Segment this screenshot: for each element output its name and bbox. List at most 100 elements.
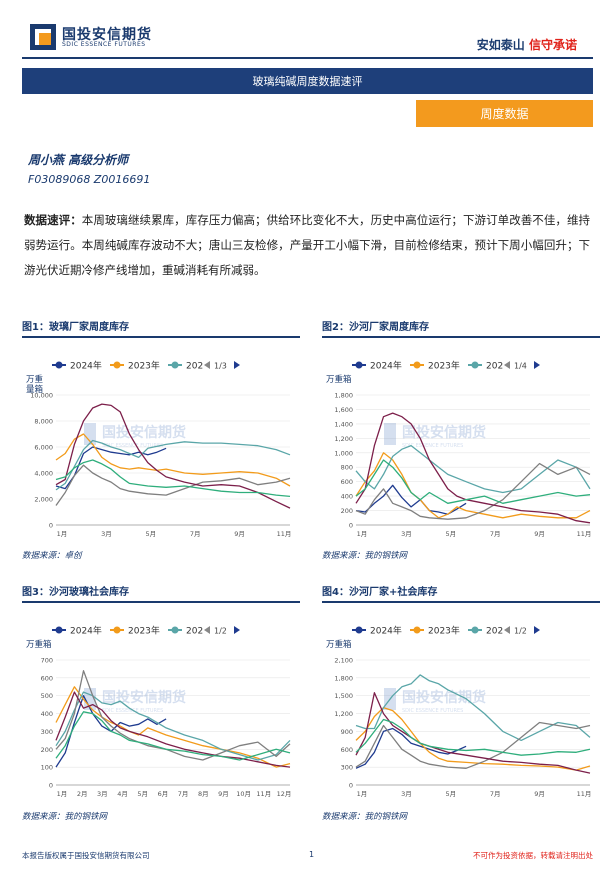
legend-label-1[interactable]: 2023年 bbox=[128, 360, 160, 372]
legend-label-2[interactable]: 202 bbox=[186, 627, 203, 637]
series-line-3 bbox=[355, 721, 591, 769]
legend-label-2[interactable]: 202 bbox=[186, 362, 203, 372]
series-line-4 bbox=[355, 692, 591, 774]
y-tick-label: 0 bbox=[49, 522, 53, 530]
y-tick-label: 4,000 bbox=[34, 470, 53, 478]
unit-label: 万重 bbox=[26, 374, 44, 385]
series-line-5 bbox=[355, 718, 591, 756]
x-tick-label: 11月 bbox=[277, 530, 292, 538]
watermark: 国投安信期货 SDIC ESSENCE FUTURES bbox=[84, 423, 186, 449]
x-tick-label: 9月 bbox=[234, 530, 245, 538]
figure-2-rule bbox=[322, 336, 600, 338]
y-tick-label: 8,000 bbox=[34, 418, 53, 426]
slogan-part-b: 信守承诺 bbox=[528, 38, 577, 52]
x-tick-label: 5月 bbox=[445, 530, 456, 538]
legend-pager-text: 1/2 bbox=[214, 627, 227, 636]
y-tick-label: 1,400 bbox=[334, 420, 353, 428]
x-tick-label: 7月 bbox=[490, 530, 501, 538]
y-tick-label: 1,600 bbox=[334, 406, 353, 414]
figure-2-chart: 2024年 2023年 202 1/4 万重箱 1,800 1,600 1,400 1,200 1… bbox=[326, 360, 591, 539]
legend-marker-2 bbox=[471, 626, 479, 634]
legend-pager-text: 1/3 bbox=[214, 362, 227, 371]
company-logo-mark bbox=[30, 24, 56, 50]
x-tick-label: 8月 bbox=[198, 790, 209, 798]
x-tick-label: 3月 bbox=[401, 530, 412, 538]
watermark-text: 国投安信期货 bbox=[402, 424, 486, 441]
report-tag: 周度数据 bbox=[416, 100, 593, 127]
series-line-1 bbox=[355, 452, 591, 519]
figure-1-title: 图1：玻璃厂家周度库存 bbox=[22, 322, 129, 333]
legend-label-0[interactable]: 2024年 bbox=[70, 625, 102, 637]
header-rule bbox=[22, 57, 593, 59]
legend-label-1[interactable]: 2023年 bbox=[428, 625, 460, 637]
figure-4-title: 图4：沙河厂家+社会库存 bbox=[322, 587, 438, 598]
unit-label: 万重箱 bbox=[326, 374, 352, 385]
series-line-4 bbox=[55, 403, 291, 509]
x-tick-label: 10月 bbox=[236, 790, 251, 798]
summary-label: 数据速评： bbox=[24, 213, 82, 227]
y-tick-label: 0 bbox=[349, 782, 353, 790]
legend-label-1[interactable]: 2023年 bbox=[128, 625, 160, 637]
figure-1-source: 数据来源：卓创 bbox=[22, 551, 82, 561]
legend-label-2[interactable]: 202 bbox=[486, 362, 503, 372]
logo-icon bbox=[30, 24, 56, 50]
legend-prev-icon[interactable] bbox=[504, 361, 510, 369]
legend-marker-0 bbox=[355, 626, 363, 634]
series-line-2 bbox=[355, 674, 591, 742]
watermark-text-en: SDIC ESSENCE FUTURES bbox=[402, 708, 463, 714]
unit-label: 万重箱 bbox=[326, 639, 352, 650]
legend-marker-1 bbox=[113, 361, 121, 369]
y-tick-label: 500 bbox=[41, 692, 53, 700]
summary-paragraph: 数据速评：本周玻璃继续累库，库存压力偏高；供给环比变化不大，历史中高位运行；下游… bbox=[24, 208, 590, 283]
watermark-logo-icon bbox=[384, 423, 396, 445]
legend-marker-0 bbox=[355, 361, 363, 369]
y-tick-label: 300 bbox=[341, 764, 353, 772]
figure-4-source: 数据来源：我的钢铁网 bbox=[322, 812, 408, 822]
x-tick-label: 2月 bbox=[77, 790, 88, 798]
x-tick-label: 11月 bbox=[577, 790, 592, 798]
x-tick-label: 3月 bbox=[101, 530, 112, 538]
series-line-5 bbox=[55, 459, 291, 498]
figure-4-chart: 2024年 2023年 202 1/2 万重箱 2,100 1,800 1,500 1,200 9… bbox=[326, 625, 592, 799]
legend-marker-2 bbox=[171, 626, 179, 634]
legend-marker-2 bbox=[471, 361, 479, 369]
legend-marker-0 bbox=[55, 626, 63, 634]
legend-label-0[interactable]: 2024年 bbox=[370, 625, 402, 637]
x-tick-label: 4月 bbox=[117, 790, 128, 798]
legend-next-icon[interactable] bbox=[234, 361, 240, 369]
legend-marker-0 bbox=[55, 361, 63, 369]
x-tick-label: 3月 bbox=[401, 790, 412, 798]
figure-3-rule bbox=[22, 601, 300, 603]
footer-disclaimer: 不可作为投资依据，转载请注明出处 bbox=[473, 851, 593, 860]
figure-2-title: 图2：沙河厂家周度库存 bbox=[322, 322, 429, 333]
legend-next-icon[interactable] bbox=[534, 361, 540, 369]
y-tick-label: 800 bbox=[341, 464, 353, 472]
legend-label-2[interactable]: 202 bbox=[486, 627, 503, 637]
series-line-1 bbox=[355, 706, 591, 771]
figure-1-rule bbox=[22, 336, 300, 338]
summary-text: 本周玻璃继续累库，库存压力偏高；供给环比变化不大，历史中高位运行；下游订单改善不… bbox=[24, 213, 590, 277]
y-tick-label: 1,200 bbox=[334, 435, 353, 443]
legend-pager-text: 1/4 bbox=[514, 362, 527, 371]
legend-next-icon[interactable] bbox=[534, 626, 540, 634]
watermark-text-en: SDIC ESSENCE FUTURES bbox=[102, 443, 163, 449]
legend-label-0[interactable]: 2024年 bbox=[70, 360, 102, 372]
slogan-part-a: 安如泰山 bbox=[476, 38, 525, 52]
watermark-text-en: SDIC ESSENCE FUTURES bbox=[402, 443, 463, 449]
legend-label-1[interactable]: 2023年 bbox=[428, 360, 460, 372]
legend-prev-icon[interactable] bbox=[504, 626, 510, 634]
x-tick-label: 7月 bbox=[190, 530, 201, 538]
x-tick-label: 7月 bbox=[490, 790, 501, 798]
legend-prev-icon[interactable] bbox=[204, 361, 210, 369]
legend-label-0[interactable]: 2024年 bbox=[370, 360, 402, 372]
y-tick-label: 1,800 bbox=[334, 674, 353, 682]
author-cert: F03089068 Z0016691 bbox=[28, 173, 151, 186]
figure-3-chart: 2024年 2023年 202 1/2 万重箱 700 600 500 400 300 200 100… bbox=[26, 625, 291, 799]
legend-next-icon[interactable] bbox=[234, 626, 240, 634]
series-line-2 bbox=[55, 439, 291, 491]
slogan: 安如泰山 信守承诺 bbox=[477, 36, 577, 53]
y-tick-label: 200 bbox=[341, 507, 353, 515]
y-tick-label: 400 bbox=[341, 493, 353, 501]
legend-prev-icon[interactable] bbox=[204, 626, 210, 634]
